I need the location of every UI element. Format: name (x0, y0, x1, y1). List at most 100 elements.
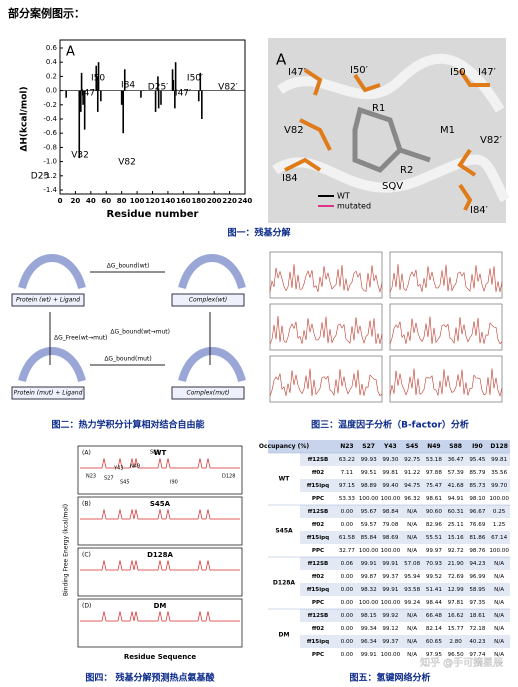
structure-label: V82 (284, 125, 304, 136)
table-cell: 93.58 (404, 587, 420, 593)
table-cell: N/A (494, 587, 504, 593)
bar (122, 90, 125, 134)
bar (96, 76, 98, 91)
table-cell: 99.37 (382, 574, 398, 580)
table-cell: 1.25 (493, 522, 506, 528)
structure-label: M1 (440, 125, 455, 136)
table-cell: N/A (494, 574, 504, 580)
caption: 图三：温度因子分析（B-factor）分析 (311, 419, 469, 431)
bar (172, 79, 175, 91)
b-factor-line (269, 368, 383, 397)
table-cell: 96.50 (448, 652, 464, 658)
table-cell: 100.00 (381, 600, 401, 606)
panel-title: D128A (147, 551, 173, 559)
arrow-label: ΔG_bound(wt) (107, 263, 150, 270)
table-cell: 94.23 (469, 561, 485, 567)
table-cell: 100.00 (359, 600, 379, 606)
table-cell: ff02 (312, 522, 324, 528)
table-header: S88 (449, 443, 462, 450)
table-row-bg (300, 648, 510, 661)
annotation: I84 (121, 81, 135, 91)
table-cell: 99.12 (382, 626, 398, 632)
table-cell: 82.14 (426, 626, 442, 632)
table-cell: 0.06 (341, 561, 354, 567)
bar (83, 90, 86, 130)
state-box (11, 386, 85, 400)
table-cell: 0.00 (341, 600, 354, 606)
table-cell: 98.69 (382, 535, 398, 541)
table-cell: 57.08 (404, 561, 420, 567)
watermark: 知乎 @手可摘星辰 (420, 656, 503, 669)
table-cell: N/A (407, 626, 417, 632)
b-factor-line (269, 264, 383, 294)
annotation: I50′ (187, 74, 203, 84)
bar (174, 62, 177, 91)
table-cell: 75.47 (426, 483, 442, 489)
table-cell: N/A (494, 626, 504, 632)
table-cell: 0.00 (341, 626, 354, 632)
caption: 图五：氢键网络分析 (349, 672, 430, 684)
table-cell: 99.37 (382, 639, 398, 645)
table-cell: 79.08 (382, 522, 398, 528)
table-cell: N/A (407, 548, 417, 554)
table-cell: 98.84 (382, 509, 398, 515)
table-cell: 100.00 (381, 652, 401, 658)
table-cell: N/A (407, 652, 417, 658)
residue-label: N23 (86, 474, 96, 480)
panel-label: (B) (82, 501, 91, 508)
table-cell: N/A (407, 522, 417, 528)
table-cell: 98.89 (361, 483, 377, 489)
table-header-bg (268, 440, 510, 453)
table-cell: 98.10 (469, 496, 485, 502)
table-cell: 99.24 (404, 600, 420, 606)
table-cell: 100.00 (489, 496, 509, 502)
x-tick-label: 220 (222, 197, 237, 205)
table-cell: 32.77 (339, 548, 355, 554)
table-cell: 61.58 (339, 535, 355, 541)
plot-panel (389, 355, 503, 403)
table-cell: 55.51 (426, 535, 442, 541)
residue-label: Y43 (113, 466, 123, 472)
residue-label: D128 (222, 474, 235, 480)
annotation: V32 (71, 151, 89, 161)
arrow-label: ΔG_Free(wt→mut) (54, 335, 107, 342)
plot-panel (77, 547, 243, 597)
y-tick-label: -0.2 (43, 101, 57, 109)
table-cell: 76.69 (469, 522, 485, 528)
residue-sticks (284, 68, 490, 211)
table-row-bg (300, 583, 510, 596)
table-cell: 85.79 (469, 470, 485, 476)
annotation: I47′ (175, 89, 191, 99)
table-row-bg (300, 479, 510, 492)
bar (201, 90, 203, 119)
table-cell: 97.35 (469, 600, 485, 606)
bar (199, 72, 202, 91)
structure-label: I84′ (470, 205, 489, 216)
table-cell: 90.60 (426, 509, 442, 515)
table-cell: 94.75 (404, 483, 420, 489)
x-axis-label: Residue Sequence (124, 653, 197, 661)
panel-label: (D) (82, 603, 91, 610)
residue-label: S45 (120, 480, 130, 486)
y-axis-label: Binding Free Energy (kcal/mol) (63, 504, 70, 596)
annotation: I47 (81, 89, 95, 99)
table-cell: 99.34 (361, 626, 377, 632)
table-cell: 99.52 (426, 574, 442, 580)
plot-frame (59, 39, 246, 195)
table-cell: 0.00 (341, 522, 354, 528)
state-label: Protein (wt) + Ligand (16, 297, 80, 304)
plot-panel (77, 445, 243, 495)
y-tick-label: 0.4 (46, 58, 58, 66)
group-label: D128A (273, 580, 296, 587)
table-cell: 99.81 (491, 457, 507, 463)
table-cell: ff02 (312, 626, 324, 632)
table-cell: 99.91 (361, 652, 377, 658)
y-tick-label: -0.4 (43, 115, 57, 123)
annotation: D25′ (148, 83, 168, 93)
x-tick-label: 80 (117, 197, 127, 205)
y-tick-label: -1.0 (43, 158, 57, 166)
bar (100, 90, 102, 102)
bar (78, 90, 81, 159)
table-cell: 97.81 (448, 600, 464, 606)
